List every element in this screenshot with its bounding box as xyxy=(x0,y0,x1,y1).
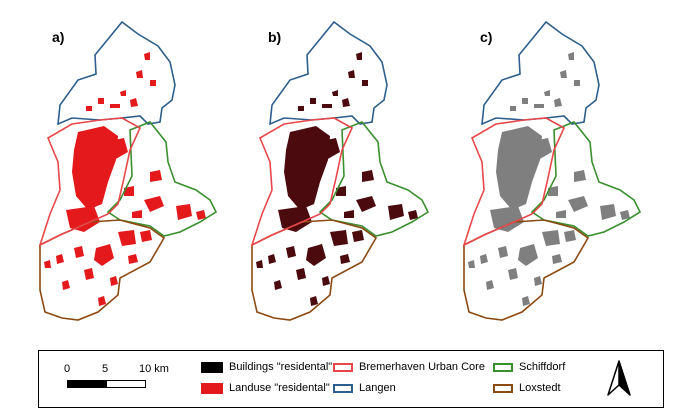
buildings-swatch xyxy=(201,361,223,373)
map-panel-b: b) xyxy=(251,21,429,321)
loxstedt-swatch xyxy=(493,383,513,393)
north-arrow-icon xyxy=(607,360,631,396)
legend-label-bremerhaven: Bremerhaven Urban Core xyxy=(359,361,485,373)
bremerhaven-swatch xyxy=(333,362,353,372)
legend-label-loxstedt: Loxstedt xyxy=(519,382,561,394)
map-panels: a) b) c) xyxy=(39,21,641,321)
panel-label-c: c) xyxy=(480,29,492,45)
map-panel-a: a) xyxy=(39,21,217,321)
scale-tick-5: 5 xyxy=(102,363,109,375)
landuse-swatch xyxy=(201,382,223,394)
legend-label-buildings: Buildings "residental" xyxy=(229,361,333,373)
legend-item-loxstedt: Loxstedt xyxy=(493,382,561,394)
legend-item-buildings: Buildings "residental" xyxy=(201,361,332,373)
scale-bar-white xyxy=(106,380,146,388)
legend-item-langen: Langen xyxy=(333,382,396,394)
legend-item-landuse: Landuse "residental" xyxy=(201,382,330,394)
legend-label-langen: Langen xyxy=(359,382,396,394)
map-panel-c: c) xyxy=(463,21,641,321)
legend-item-bremerhaven: Bremerhaven Urban Core xyxy=(333,361,485,373)
map-legend: 0 5 10 km Buildings "residental" Landuse… xyxy=(38,350,664,408)
langen-swatch xyxy=(333,383,353,393)
scale-bar-black xyxy=(67,380,108,388)
legend-item-schiffdorf: Schiffdorf xyxy=(493,361,565,373)
scale-tick-10: 10 km xyxy=(139,363,169,375)
legend-label-schiffdorf: Schiffdorf xyxy=(519,361,566,373)
panel-label-a: a) xyxy=(52,29,64,45)
legend-label-landuse: Landuse "residental" xyxy=(229,382,330,394)
panel-label-b: b) xyxy=(268,29,281,45)
scale-tick-0: 0 xyxy=(64,363,71,375)
schiffdorf-swatch xyxy=(493,362,513,372)
